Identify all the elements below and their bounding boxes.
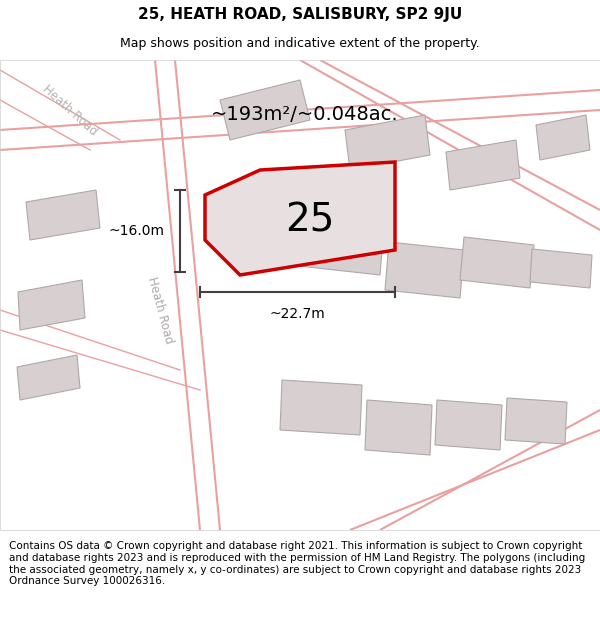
Polygon shape: [18, 280, 85, 330]
Text: Heath Road: Heath Road: [40, 82, 100, 138]
Polygon shape: [17, 355, 80, 400]
Text: 25, HEATH ROAD, SALISBURY, SP2 9JU: 25, HEATH ROAD, SALISBURY, SP2 9JU: [138, 8, 462, 22]
Polygon shape: [205, 162, 395, 275]
Text: Contains OS data © Crown copyright and database right 2021. This information is : Contains OS data © Crown copyright and d…: [9, 541, 585, 586]
Text: ~22.7m: ~22.7m: [269, 307, 325, 321]
Polygon shape: [345, 115, 430, 170]
Text: ~16.0m: ~16.0m: [109, 224, 165, 238]
Polygon shape: [26, 190, 100, 240]
Text: Map shows position and indicative extent of the property.: Map shows position and indicative extent…: [120, 37, 480, 50]
Polygon shape: [435, 400, 502, 450]
Polygon shape: [220, 80, 310, 140]
Polygon shape: [385, 242, 464, 298]
Text: Heath Road: Heath Road: [145, 275, 175, 345]
Polygon shape: [536, 115, 590, 160]
Polygon shape: [460, 237, 534, 288]
Polygon shape: [290, 215, 384, 275]
Polygon shape: [446, 140, 520, 190]
Polygon shape: [505, 398, 567, 444]
Polygon shape: [530, 249, 592, 288]
Polygon shape: [365, 400, 432, 455]
Text: ~193m²/~0.048ac.: ~193m²/~0.048ac.: [211, 106, 399, 124]
Polygon shape: [280, 380, 362, 435]
Text: 25: 25: [286, 201, 335, 239]
